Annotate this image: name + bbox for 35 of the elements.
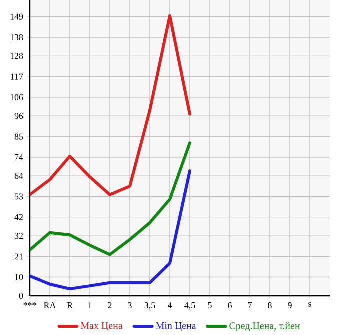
legend-label: Сред.Цена, т.йен: [230, 322, 300, 332]
y-tick-label: 106: [10, 94, 24, 100]
y-tick-label: 21: [14, 254, 23, 260]
x-tick-label: 9: [288, 302, 292, 309]
x-tick-label: 2: [108, 302, 112, 308]
line-series: [30, 142, 192, 256]
x-tick-label: R: [67, 302, 73, 308]
line-series: [30, 14, 192, 196]
y-tick-label: 85: [14, 134, 24, 140]
x-tick-label: 7: [248, 302, 252, 308]
x-tick-label: RA: [44, 302, 56, 308]
y-tick-label: 10: [15, 274, 24, 280]
x-tick-label: 1: [88, 302, 92, 308]
x-tick-label: ***: [24, 302, 36, 306]
y-tick-label: 128: [10, 53, 24, 60]
y-tick-label: 32: [14, 233, 23, 240]
x-tick-label: 5: [208, 302, 212, 308]
x-tick-label: 4: [168, 302, 172, 308]
y-tick-label: 96: [14, 113, 24, 120]
y-tick-label: 0: [19, 292, 24, 300]
y-tick-label: 74: [15, 154, 24, 160]
x-tick-label: s: [308, 302, 312, 307]
x-tick-label: 8: [268, 302, 272, 309]
legend-label: Max Цена: [81, 322, 123, 332]
y-tick-label: 149: [10, 14, 24, 20]
y-tick-label: 64: [14, 173, 24, 180]
y-tick-label: 53: [15, 194, 24, 200]
legend-label: Min Цена: [156, 322, 196, 332]
x-tick-label: 3,5: [144, 302, 156, 310]
x-tick-label: 3: [128, 302, 132, 309]
y-tick-label: 42: [14, 214, 23, 220]
y-tick-label: 138: [10, 34, 24, 40]
y-tick-label: 117: [11, 74, 24, 80]
x-tick-label: 6: [228, 302, 232, 309]
x-tick-label: 4,5: [184, 302, 196, 310]
